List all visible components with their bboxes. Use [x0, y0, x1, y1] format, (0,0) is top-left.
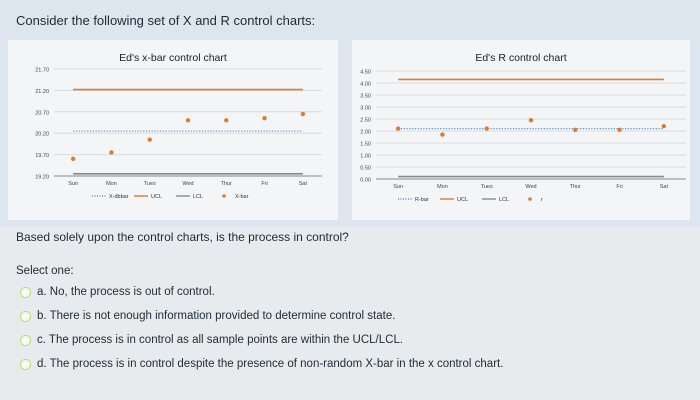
- r-point: [395, 126, 401, 131]
- option-d[interactable]: d. The process is in control despite the…: [20, 358, 503, 370]
- xbar-point: [224, 118, 229, 123]
- xbar-x-tick-label: Mon: [106, 181, 117, 187]
- question-prompt: Based solely upon the control charts, is…: [16, 230, 349, 244]
- xbar-legend-label: X-dbbar: [109, 194, 129, 200]
- xbar-y-tick-label: 21.20: [35, 89, 49, 95]
- xbar-x-tick-label: Sun: [68, 181, 78, 187]
- xbar-y-tick-label: 19.20: [35, 175, 49, 181]
- answer-panel: [0, 227, 700, 400]
- r-y-tick-label: 2.00: [360, 130, 371, 136]
- radio-d[interactable]: [20, 358, 31, 370]
- xbar-x-tick-label: Thur: [221, 181, 232, 187]
- r-y-tick-label: 4.50: [360, 70, 371, 76]
- radio-a[interactable]: [20, 286, 31, 298]
- xbar-x-tick-label: Tues: [144, 181, 156, 187]
- r-point: [484, 126, 489, 131]
- r-y-tick-label: 1.00: [360, 154, 371, 160]
- xbar-chart-panel: Ed's x-bar control chart 21.70 21.20 20.70…: [8, 40, 338, 220]
- xbar-chart: 21.70 21.20 20.70 20.20 19.70 19.20 Sun Mon Tues…: [35, 68, 322, 200]
- xbar-y-tick-label: 20.70: [35, 110, 49, 116]
- r-y-tick-label: 1.50: [360, 142, 371, 148]
- r-point: [528, 118, 534, 123]
- r-chart: 4.50 4.00 3.50 3.00 2.50 2.00 1.50 1.00 0.50 0.00…: [360, 70, 686, 203]
- r-y-tick-label: 0.00: [360, 178, 371, 184]
- r-legend-label: r: [541, 197, 543, 203]
- xbar-legend-marker: [222, 194, 226, 198]
- xbar-legend-label: LCL: [193, 194, 203, 200]
- r-x-tick-label: Sat: [660, 184, 669, 190]
- xbar-point: [185, 118, 191, 123]
- r-x-tick-label: Wed: [525, 184, 536, 190]
- option-a[interactable]: a. No, the process is out of control.: [20, 286, 215, 298]
- r-chart-panel: Ed's R control chart 4.50 4.00 3.50 3.00 2.5…: [352, 40, 690, 220]
- r-y-tick-label: 2.50: [360, 118, 371, 124]
- xbar-x-tick-label: Fri: [261, 181, 267, 187]
- xbar-point: [70, 156, 76, 162]
- option-a-text: a. No, the process is out of control.: [37, 286, 215, 298]
- xbar-y-tick-label: 20.20: [35, 132, 49, 138]
- r-legend-marker: [528, 197, 532, 201]
- option-c[interactable]: c. The process is in control as all samp…: [20, 334, 403, 346]
- r-point: [440, 132, 445, 137]
- radio-c[interactable]: [20, 334, 31, 346]
- xbar-x-tick-label: Sat: [299, 181, 308, 187]
- r-legend-label: UCL: [457, 197, 468, 203]
- r-point: [617, 127, 622, 132]
- r-legend-label: R-bar: [415, 197, 429, 203]
- xbar-x-tick-label: Wed: [182, 181, 193, 187]
- select-one-label: Select one:: [16, 265, 74, 277]
- xbar-chart-title: Ed's x-bar control chart: [119, 52, 227, 64]
- xbar-point: [300, 111, 306, 117]
- xbar-point: [109, 150, 114, 155]
- r-x-tick-label: Thur: [570, 184, 581, 190]
- xbar-y-tick-label: 19.70: [35, 153, 49, 159]
- option-c-text: c. The process is in control as all samp…: [37, 334, 404, 346]
- r-y-tick-label: 3.50: [360, 94, 371, 100]
- r-y-tick-label: 4.00: [360, 82, 371, 88]
- r-y-tick-label: 0.50: [360, 166, 371, 172]
- r-point: [661, 124, 667, 129]
- radio-b[interactable]: [20, 310, 31, 322]
- r-legend-label: LCL: [499, 197, 509, 203]
- r-y-tick-label: 3.00: [360, 106, 371, 112]
- r-chart-title: Ed's R control chart: [475, 52, 567, 64]
- r-x-tick-label: Tues: [481, 184, 493, 190]
- r-x-tick-label: Fri: [616, 184, 622, 190]
- xbar-legend-label: X-bar: [235, 194, 249, 200]
- option-d-text: d. The process is in control despite the…: [37, 358, 504, 370]
- xbar-legend-label: UCL: [151, 194, 162, 200]
- option-b-text: b. There is not enough information provi…: [37, 310, 396, 322]
- xbar-point: [147, 137, 152, 142]
- r-x-tick-label: Mon: [437, 184, 448, 190]
- r-x-tick-label: Sun: [393, 184, 403, 190]
- xbar-y-tick-label: 21.70: [35, 68, 49, 74]
- xbar-point: [262, 116, 267, 121]
- r-point: [573, 127, 578, 132]
- question-title: Consider the following set of X and R co…: [16, 13, 316, 28]
- option-b[interactable]: b. There is not enough information provi…: [20, 310, 395, 322]
